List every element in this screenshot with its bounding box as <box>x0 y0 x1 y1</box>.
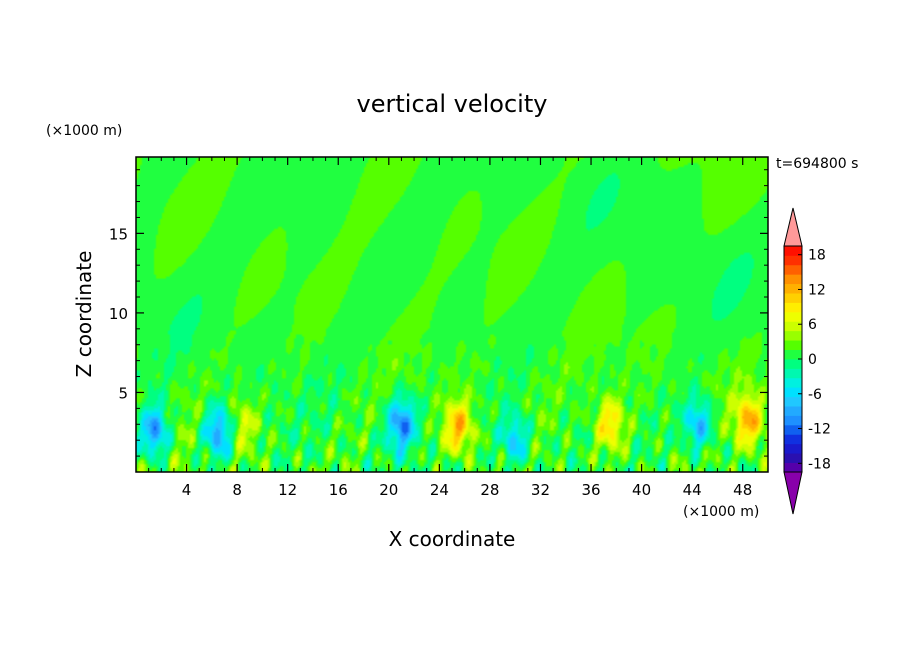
colorbar-swatch <box>784 330 802 341</box>
colorbar-tick-label: -12 <box>808 422 831 438</box>
colorbar-swatch <box>784 415 802 426</box>
y-unit-label: (×1000 m) <box>46 123 122 139</box>
field-image <box>136 157 768 472</box>
colorbar-swatch <box>784 321 802 332</box>
colorbar-swatch <box>784 387 802 398</box>
colorbar-swatch <box>784 462 802 473</box>
colorbar-swatch <box>784 255 802 266</box>
colorbar-swatch <box>784 443 802 454</box>
x-tick-label: 48 <box>733 481 752 499</box>
y-tick-label: 10 <box>109 305 128 323</box>
colorbar-tick-label: -6 <box>808 387 822 403</box>
x-tick-label: 4 <box>182 481 192 499</box>
x-tick-label: 36 <box>581 481 600 499</box>
x-tick-label: 32 <box>531 481 550 499</box>
x-tick-label: 8 <box>232 481 242 499</box>
colorbar-tick-label: 0 <box>808 352 817 368</box>
colorbar-swatch <box>784 349 802 360</box>
colorbar: 18 12 6 0 -6 -12 -18 <box>783 207 831 515</box>
colorbar-tick-label: 18 <box>808 248 826 264</box>
colorbar-tick-label: -18 <box>808 456 831 472</box>
x-unit-label: (×1000 m) <box>683 504 759 520</box>
chart-title: vertical velocity <box>357 90 548 118</box>
colorbar-swatch <box>784 396 802 407</box>
colorbar-swatch <box>784 293 802 303</box>
colorbar-under-triangle <box>783 471 803 515</box>
colorbar-swatch <box>784 311 802 322</box>
colorbar-swatch <box>784 377 802 388</box>
y-tick-label: 15 <box>109 225 128 243</box>
x-tick-label: 44 <box>683 481 702 499</box>
colorbar-tick-label: 6 <box>808 317 817 333</box>
colorbar-swatch <box>784 406 802 416</box>
y-axis-label: Z coordinate <box>72 251 96 378</box>
x-tick-label: 24 <box>430 481 449 499</box>
colorbar-swatch <box>784 264 802 275</box>
colorbar-tick-label: 12 <box>808 282 826 298</box>
colorbar-swatch <box>784 274 802 285</box>
x-axis-ticks: 4 8 12 16 20 24 28 32 36 40 44 48 <box>148 157 756 499</box>
colorbar-swatch <box>784 434 802 445</box>
colorbar-swatch <box>784 424 802 435</box>
x-tick-label: 20 <box>379 481 398 499</box>
y-tick-label: 5 <box>118 384 128 402</box>
colorbar-over-triangle <box>783 207 803 247</box>
colorbar-swatch <box>784 340 802 350</box>
colorbar-swatch <box>784 359 802 369</box>
colorbar-swatch <box>784 302 802 313</box>
x-tick-label: 12 <box>278 481 297 499</box>
colorbar-swatch <box>784 453 802 463</box>
x-tick-label: 40 <box>632 481 651 499</box>
x-axis-label: X coordinate <box>389 527 516 551</box>
x-tick-label: 28 <box>480 481 499 499</box>
x-tick-label: 16 <box>329 481 348 499</box>
y-axis-ticks: 5 10 15 <box>109 169 768 457</box>
colorbar-swatch <box>784 368 802 379</box>
time-label: t=694800 s <box>776 156 858 172</box>
colorbar-swatch <box>784 246 802 256</box>
colorbar-swatch <box>784 283 802 294</box>
velocity-field <box>136 157 768 472</box>
